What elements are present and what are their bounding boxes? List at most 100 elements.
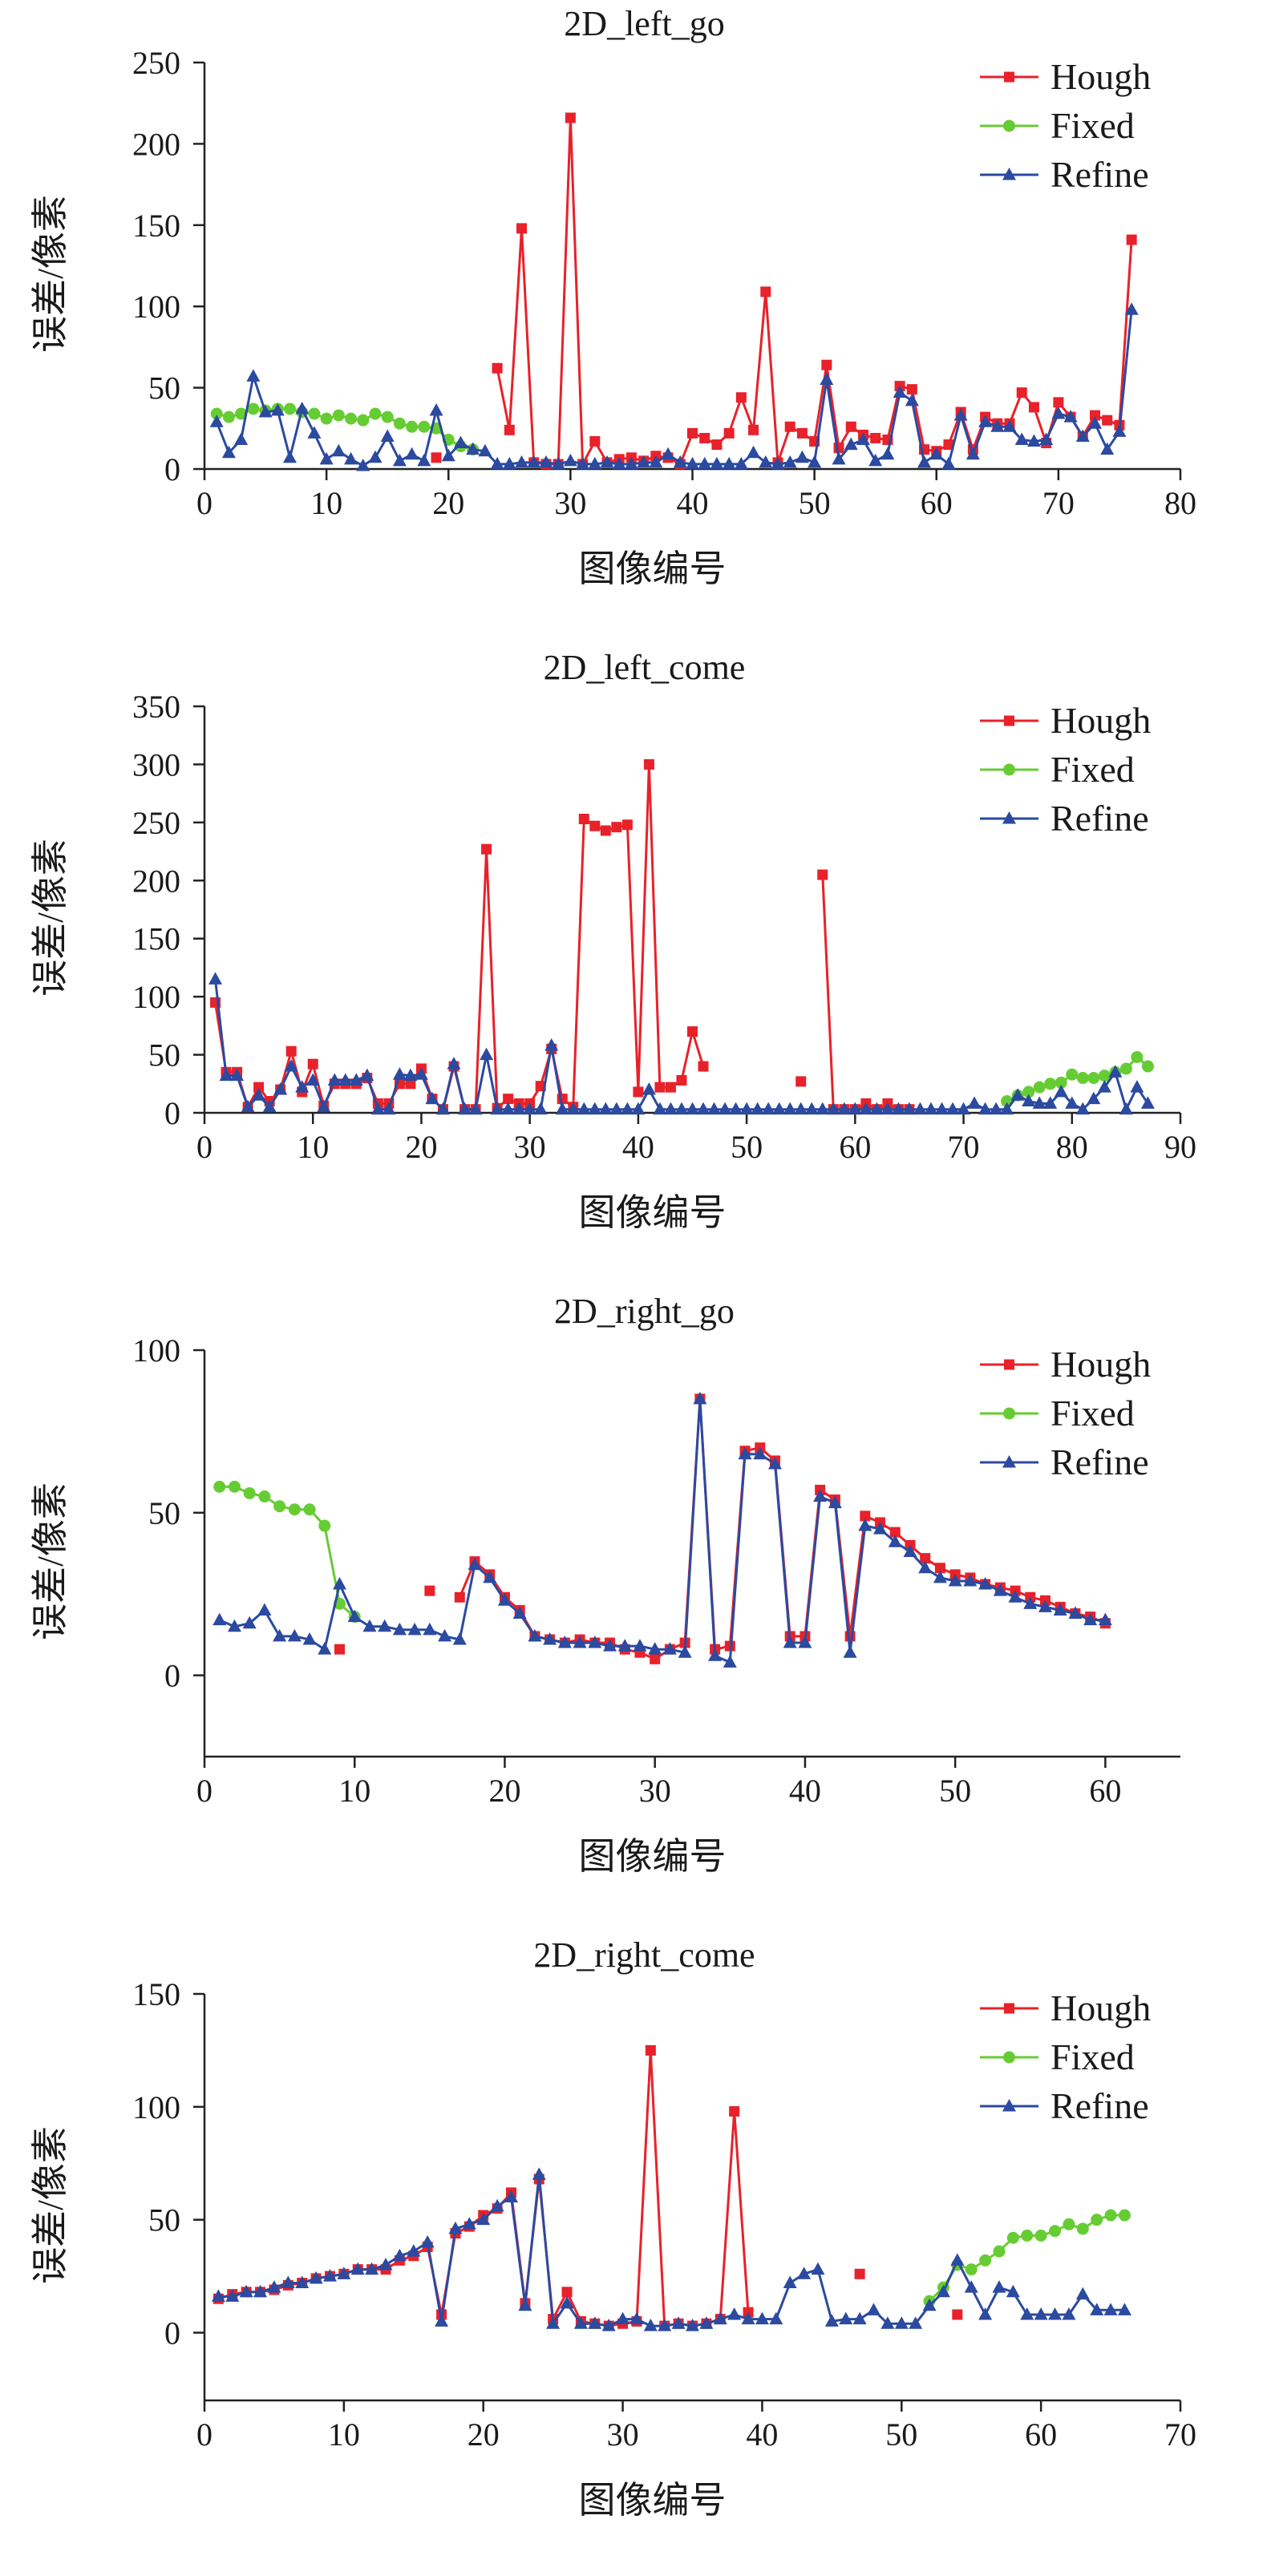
data-point-refine	[783, 1102, 797, 1115]
data-point-refine	[629, 2311, 644, 2325]
data-point-refine	[573, 1636, 587, 1648]
chart-2d-left-come: 2D_left_come 0 10 20 30 40 50 60 70 80 90 0 50 100 150…	[30, 648, 1196, 1233]
data-point-refine	[253, 2284, 268, 2298]
data-point-refine	[219, 1068, 233, 1082]
data-point-refine	[407, 2244, 421, 2257]
data-point-refine	[1022, 1094, 1036, 1107]
y-tick-label: 250	[132, 805, 180, 841]
y-tick-label: 250	[132, 45, 180, 81]
series-line-fixed	[216, 407, 474, 451]
y-tick-label: 0	[164, 1658, 180, 1694]
data-point-refine	[637, 455, 651, 468]
data-point-refine	[727, 2307, 742, 2320]
data-point-refine	[723, 1655, 737, 1668]
x-tick-label: 60	[1025, 2416, 1057, 2453]
data-point-hough	[621, 819, 633, 831]
data-point-hough	[1028, 402, 1039, 413]
data-point-refine	[1038, 1599, 1052, 1612]
data-point-hough	[431, 452, 442, 463]
data-point-refine	[673, 455, 687, 468]
data-point-fixed	[210, 407, 223, 420]
data-point-refine	[239, 2284, 253, 2298]
data-point-refine	[543, 1632, 557, 1645]
y-tick-label: 0	[164, 2315, 180, 2352]
legend-marker-fixed	[1003, 2051, 1015, 2064]
data-point-refine	[598, 1102, 613, 1115]
x-tick-label: 10	[338, 1773, 370, 1809]
data-point-refine	[356, 458, 370, 471]
data-point-refine	[1020, 2307, 1034, 2320]
data-point-fixed	[288, 1503, 301, 1516]
data-point-refine	[1023, 1596, 1038, 1609]
data-point-hough	[650, 1653, 661, 1664]
legend-marker-hough	[1004, 715, 1014, 726]
data-point-refine	[674, 1102, 689, 1115]
data-point-hough	[735, 392, 747, 403]
data-point-hough	[698, 1061, 709, 1072]
x-tick-label: 50	[731, 1129, 763, 1165]
data-point-refine	[797, 2267, 812, 2279]
data-point-refine	[642, 1082, 656, 1095]
y-axis-title: 误差/像素	[30, 839, 71, 997]
series-fixed	[1001, 1050, 1154, 1108]
data-point-refine	[941, 456, 956, 470]
data-point-refine	[350, 2262, 365, 2275]
data-point-refine	[612, 456, 626, 470]
data-point-hough	[934, 1563, 945, 1574]
data-point-refine	[227, 1619, 241, 1632]
y-tick-label: 50	[148, 2202, 180, 2238]
series-hough	[213, 2044, 963, 2331]
x-tick-label: 50	[939, 1773, 971, 1809]
data-point-refine	[990, 419, 1005, 432]
data-point-hough	[645, 2044, 656, 2056]
data-point-refine	[483, 1570, 497, 1583]
data-point-refine	[368, 450, 383, 463]
data-point-refine	[322, 2269, 337, 2282]
data-point-refine	[867, 2303, 881, 2315]
data-point-refine	[306, 1073, 320, 1086]
data-point-fixed	[1104, 2209, 1117, 2222]
data-point-fixed	[1055, 1076, 1067, 1089]
data-point-hough	[454, 1591, 465, 1603]
data-point-refine	[699, 2316, 714, 2329]
data-point-refine	[360, 1068, 374, 1082]
data-point-refine	[425, 1091, 439, 1105]
data-point-hough	[481, 843, 492, 855]
x-axis-title: 图像编号	[579, 2480, 727, 2521]
data-point-refine	[967, 1096, 982, 1109]
legend-label-hough: Hough	[1050, 700, 1151, 741]
data-point-refine	[1088, 416, 1103, 429]
data-point-hough	[633, 1086, 644, 1098]
data-point-refine	[246, 369, 261, 382]
data-point-refine	[693, 1391, 707, 1405]
data-point-fixed	[381, 410, 394, 423]
data-point-hough	[589, 436, 601, 447]
x-axis-title: 图像编号	[579, 1836, 727, 1877]
data-point-refine	[1026, 434, 1041, 447]
data-point-refine	[1062, 2307, 1076, 2320]
data-point-refine	[978, 415, 993, 427]
data-point-refine	[620, 1102, 634, 1115]
data-point-refine	[544, 1037, 559, 1051]
data-point-refine	[435, 2314, 449, 2327]
legend-label-fixed: Fixed	[1050, 749, 1135, 790]
data-point-refine	[392, 2248, 407, 2262]
series-fixed	[923, 2209, 1131, 2307]
data-point-refine	[738, 1446, 752, 1460]
data-point-fixed	[1022, 1086, 1035, 1098]
data-point-hough	[906, 384, 917, 395]
data-point-refine	[710, 456, 724, 470]
y-tick-label: 200	[132, 126, 180, 162]
data-point-fixed	[303, 1503, 316, 1516]
data-point-refine	[771, 456, 785, 470]
data-point-hough	[676, 1074, 687, 1086]
data-point-fixed	[258, 1490, 271, 1503]
data-point-refine	[318, 1642, 332, 1655]
data-point-refine	[729, 1102, 743, 1115]
data-point-fixed	[318, 1519, 331, 1532]
series-line-refine	[215, 309, 1133, 467]
data-point-refine	[365, 2262, 379, 2275]
data-point-refine	[848, 1102, 862, 1115]
series-line-fixed	[219, 1485, 356, 1618]
data-point-refine	[989, 1102, 1003, 1115]
